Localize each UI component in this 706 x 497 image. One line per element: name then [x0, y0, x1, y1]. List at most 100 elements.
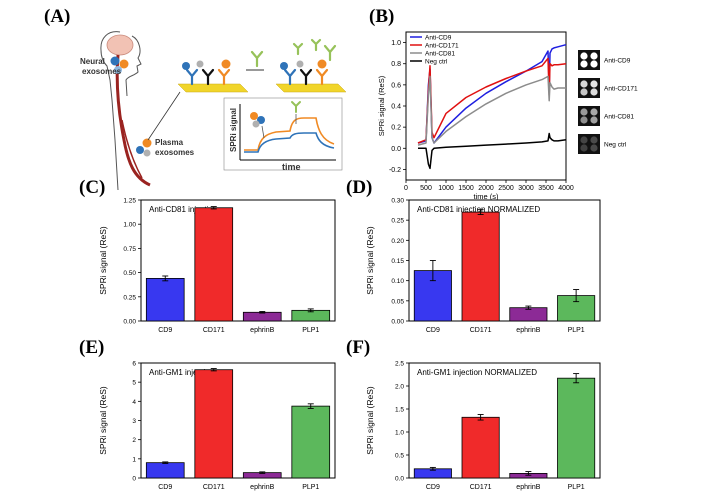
y-tick-label: 2 — [132, 437, 136, 444]
spot — [580, 80, 588, 88]
spot — [590, 116, 598, 124]
y-tick-label: 0.5 — [395, 453, 404, 460]
plasma-exosomes-label: Plasma exosomes — [155, 138, 195, 157]
panel-letter-c: (C) — [79, 177, 106, 198]
y-tick-label: 0.25 — [123, 294, 136, 301]
spot-image — [578, 106, 600, 126]
y-tick-label: 0.6 — [391, 82, 401, 89]
spri-inset-box — [223, 97, 343, 171]
inset-exosome-icon — [252, 120, 260, 128]
spot — [580, 88, 588, 96]
spot-label: Anti-CD171 — [604, 86, 638, 93]
spri-spot-images: Anti-CD9 Anti-CD171 Anti-CD81 Neg ctrl — [578, 50, 638, 154]
spot — [590, 108, 598, 116]
plasma-exosome-icon — [142, 138, 152, 148]
spot — [580, 60, 588, 68]
x-tick-label: ephrinB — [250, 484, 274, 491]
x-tick-label: 3000 — [518, 185, 534, 192]
sensorgram-chart: -0.2 0.0 0.2 0.4 0.6 0.8 1.0 0 500 1000 1500 2000 25… — [377, 31, 574, 201]
inset-curve-blue — [244, 132, 335, 153]
plot-frame — [405, 31, 567, 181]
spot — [580, 136, 588, 144]
bar-cd171 — [461, 416, 500, 479]
spot — [590, 60, 598, 68]
x-tick-label: CD9 — [426, 327, 440, 334]
legend-label: Anti-CD171 — [425, 43, 459, 50]
bar-ephrinb — [242, 311, 282, 322]
legend-label: Neg ctrl — [425, 59, 448, 66]
captured-exosome-icon — [182, 62, 190, 70]
x-tick-label: CD9 — [426, 484, 440, 491]
panel-letter-f: (F) — [346, 337, 371, 358]
plasma-exosome-icon — [136, 146, 144, 154]
x-tick-label: 2500 — [498, 185, 514, 192]
neural-exosome-icon — [119, 59, 129, 69]
spot-image — [578, 50, 600, 70]
chart-title: Anti-GM1 injection NORMALIZED — [417, 368, 537, 377]
series-line-anti-cd81 — [417, 75, 566, 146]
captured-exosome-icon — [296, 60, 304, 68]
y-tick-label: 0.00 — [123, 319, 136, 326]
bar-cd9 — [145, 278, 185, 322]
bar-cd171 — [194, 369, 234, 479]
inset-arrow-icon — [261, 125, 265, 139]
antibody-array-icon — [283, 38, 337, 86]
y-axis-label: SPRi signal (ReS) — [365, 386, 375, 455]
sensor-chip-icon — [177, 83, 249, 93]
y-tick-label: 0.50 — [123, 270, 136, 277]
spot — [590, 136, 598, 144]
spot — [580, 116, 588, 124]
x-tick-label: 2000 — [478, 185, 494, 192]
chart-title: Anti-GM1 injection — [149, 368, 214, 377]
y-tick-label: 0.0 — [395, 476, 404, 483]
face-outline-icon — [125, 35, 142, 97]
detection-antibody-icon — [250, 50, 264, 68]
y-tick-label: 0.75 — [123, 246, 136, 253]
captured-exosome-icon — [221, 59, 231, 69]
captured-exosome-icon — [196, 60, 204, 68]
spot — [580, 108, 588, 116]
inset-x-label: time — [282, 162, 301, 172]
y-tick-label: 2.0 — [395, 384, 404, 391]
spot-label: Anti-CD81 — [604, 114, 634, 121]
y-tick-label: 2.5 — [395, 361, 404, 368]
x-tick-label: CD171 — [470, 484, 492, 491]
exosome-schematic: Neural exosomes Plasma exosomes — [80, 31, 347, 191]
series-line-neg-ctrl — [418, 132, 567, 170]
x-tick-label: PLP1 — [302, 327, 319, 334]
leader-line — [147, 91, 181, 141]
artery-icon — [115, 54, 151, 187]
x-tick-label: CD171 — [203, 484, 225, 491]
artery-branch-icon — [121, 119, 143, 179]
y-tick-label: 1.5 — [395, 407, 404, 414]
y-tick-label: 0.2 — [391, 125, 401, 132]
x-tick-label: 1000 — [438, 185, 454, 192]
x-tick-label: 1500 — [458, 185, 474, 192]
spot — [580, 52, 588, 60]
bar-plp1 — [291, 405, 331, 479]
y-tick-label: 0.25 — [391, 218, 404, 225]
brain-icon — [106, 34, 134, 56]
spot — [590, 144, 598, 152]
bar-chart-anti-cd81: 0.00 0.25 0.50 0.75 1.00 1.25 Anti-CD81 inject… — [98, 198, 336, 334]
captured-exosome-icon — [280, 62, 288, 70]
spot-image — [578, 134, 600, 154]
y-tick-label: 0 — [132, 476, 136, 483]
spot-image — [578, 78, 600, 98]
x-tick-label: ephrinB — [250, 327, 274, 334]
y-tick-label: 0.20 — [391, 238, 404, 245]
inset-exosome-icon — [250, 112, 258, 120]
x-tick-label: 0 — [404, 185, 408, 192]
y-tick-label: 3 — [132, 418, 136, 425]
x-tick-label: CD171 — [470, 327, 492, 334]
bar-cd171 — [194, 207, 234, 322]
y-tick-label: 0.00 — [391, 319, 404, 326]
head-outline-icon — [100, 31, 121, 191]
x-tick-label: CD171 — [203, 327, 225, 334]
neural-exosome-icon — [110, 56, 120, 66]
x-tick-label: CD9 — [158, 327, 172, 334]
plasma-exosome-icon — [143, 149, 151, 157]
bar-chart-anti-gm1-normalized: 0.0 0.5 1.0 1.5 2.0 2.5 Anti-GM1 injection NOR… — [365, 361, 601, 491]
